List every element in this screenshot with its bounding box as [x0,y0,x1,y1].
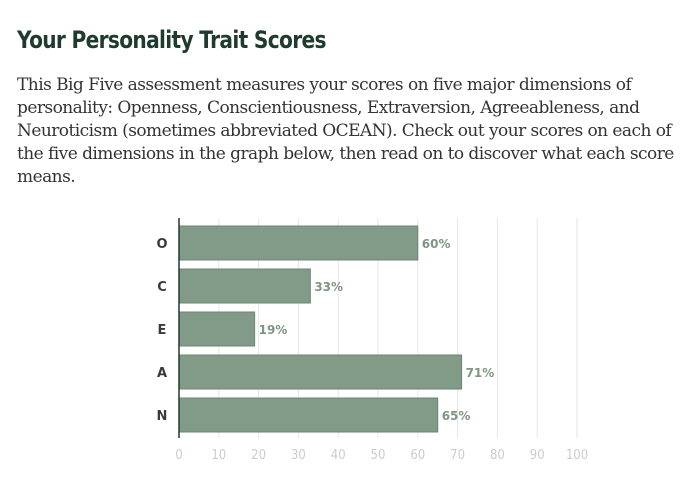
data-label: 19% [259,323,288,337]
bar [178,311,256,347]
bar [178,225,419,261]
labels: 0 10 20 30 40 50 60 70 80 90 100 O 60% C 33% E 19% A 71% N 6… [156,237,588,463]
category-label: A [157,366,167,381]
bar [178,397,439,433]
category-label: C [157,280,167,295]
x-tick-label: 20 [251,448,266,463]
x-tick-label: 0 [175,448,182,463]
x-tick-label: 60 [410,448,425,463]
intro-paragraph: This Big Five assessment measures your s… [17,75,674,187]
x-tick-label: 50 [371,448,386,463]
page-title: Your Personality Trait Scores [17,26,327,54]
category-label: N [157,409,168,424]
data-label: 33% [314,280,343,294]
x-tick-label: 80 [490,448,505,463]
x-tick-label: 70 [450,448,465,463]
x-tick-label: 10 [211,448,226,463]
x-tick-label: 90 [530,448,545,463]
x-tick-label: 40 [331,448,346,463]
x-tick-label: 30 [291,448,306,463]
trait-score-chart: 0 10 20 30 40 50 60 70 80 90 100 O 60% C 33% E 19% A 71% N 6… [156,218,588,463]
data-label: 71% [466,366,495,380]
data-label: 65% [442,409,471,423]
x-tick-label: 100 [566,448,588,463]
category-label: E [158,323,167,338]
bars [178,225,463,433]
bar [178,354,463,390]
bar [178,268,311,304]
category-label: O [156,237,167,252]
data-label: 60% [422,237,451,251]
